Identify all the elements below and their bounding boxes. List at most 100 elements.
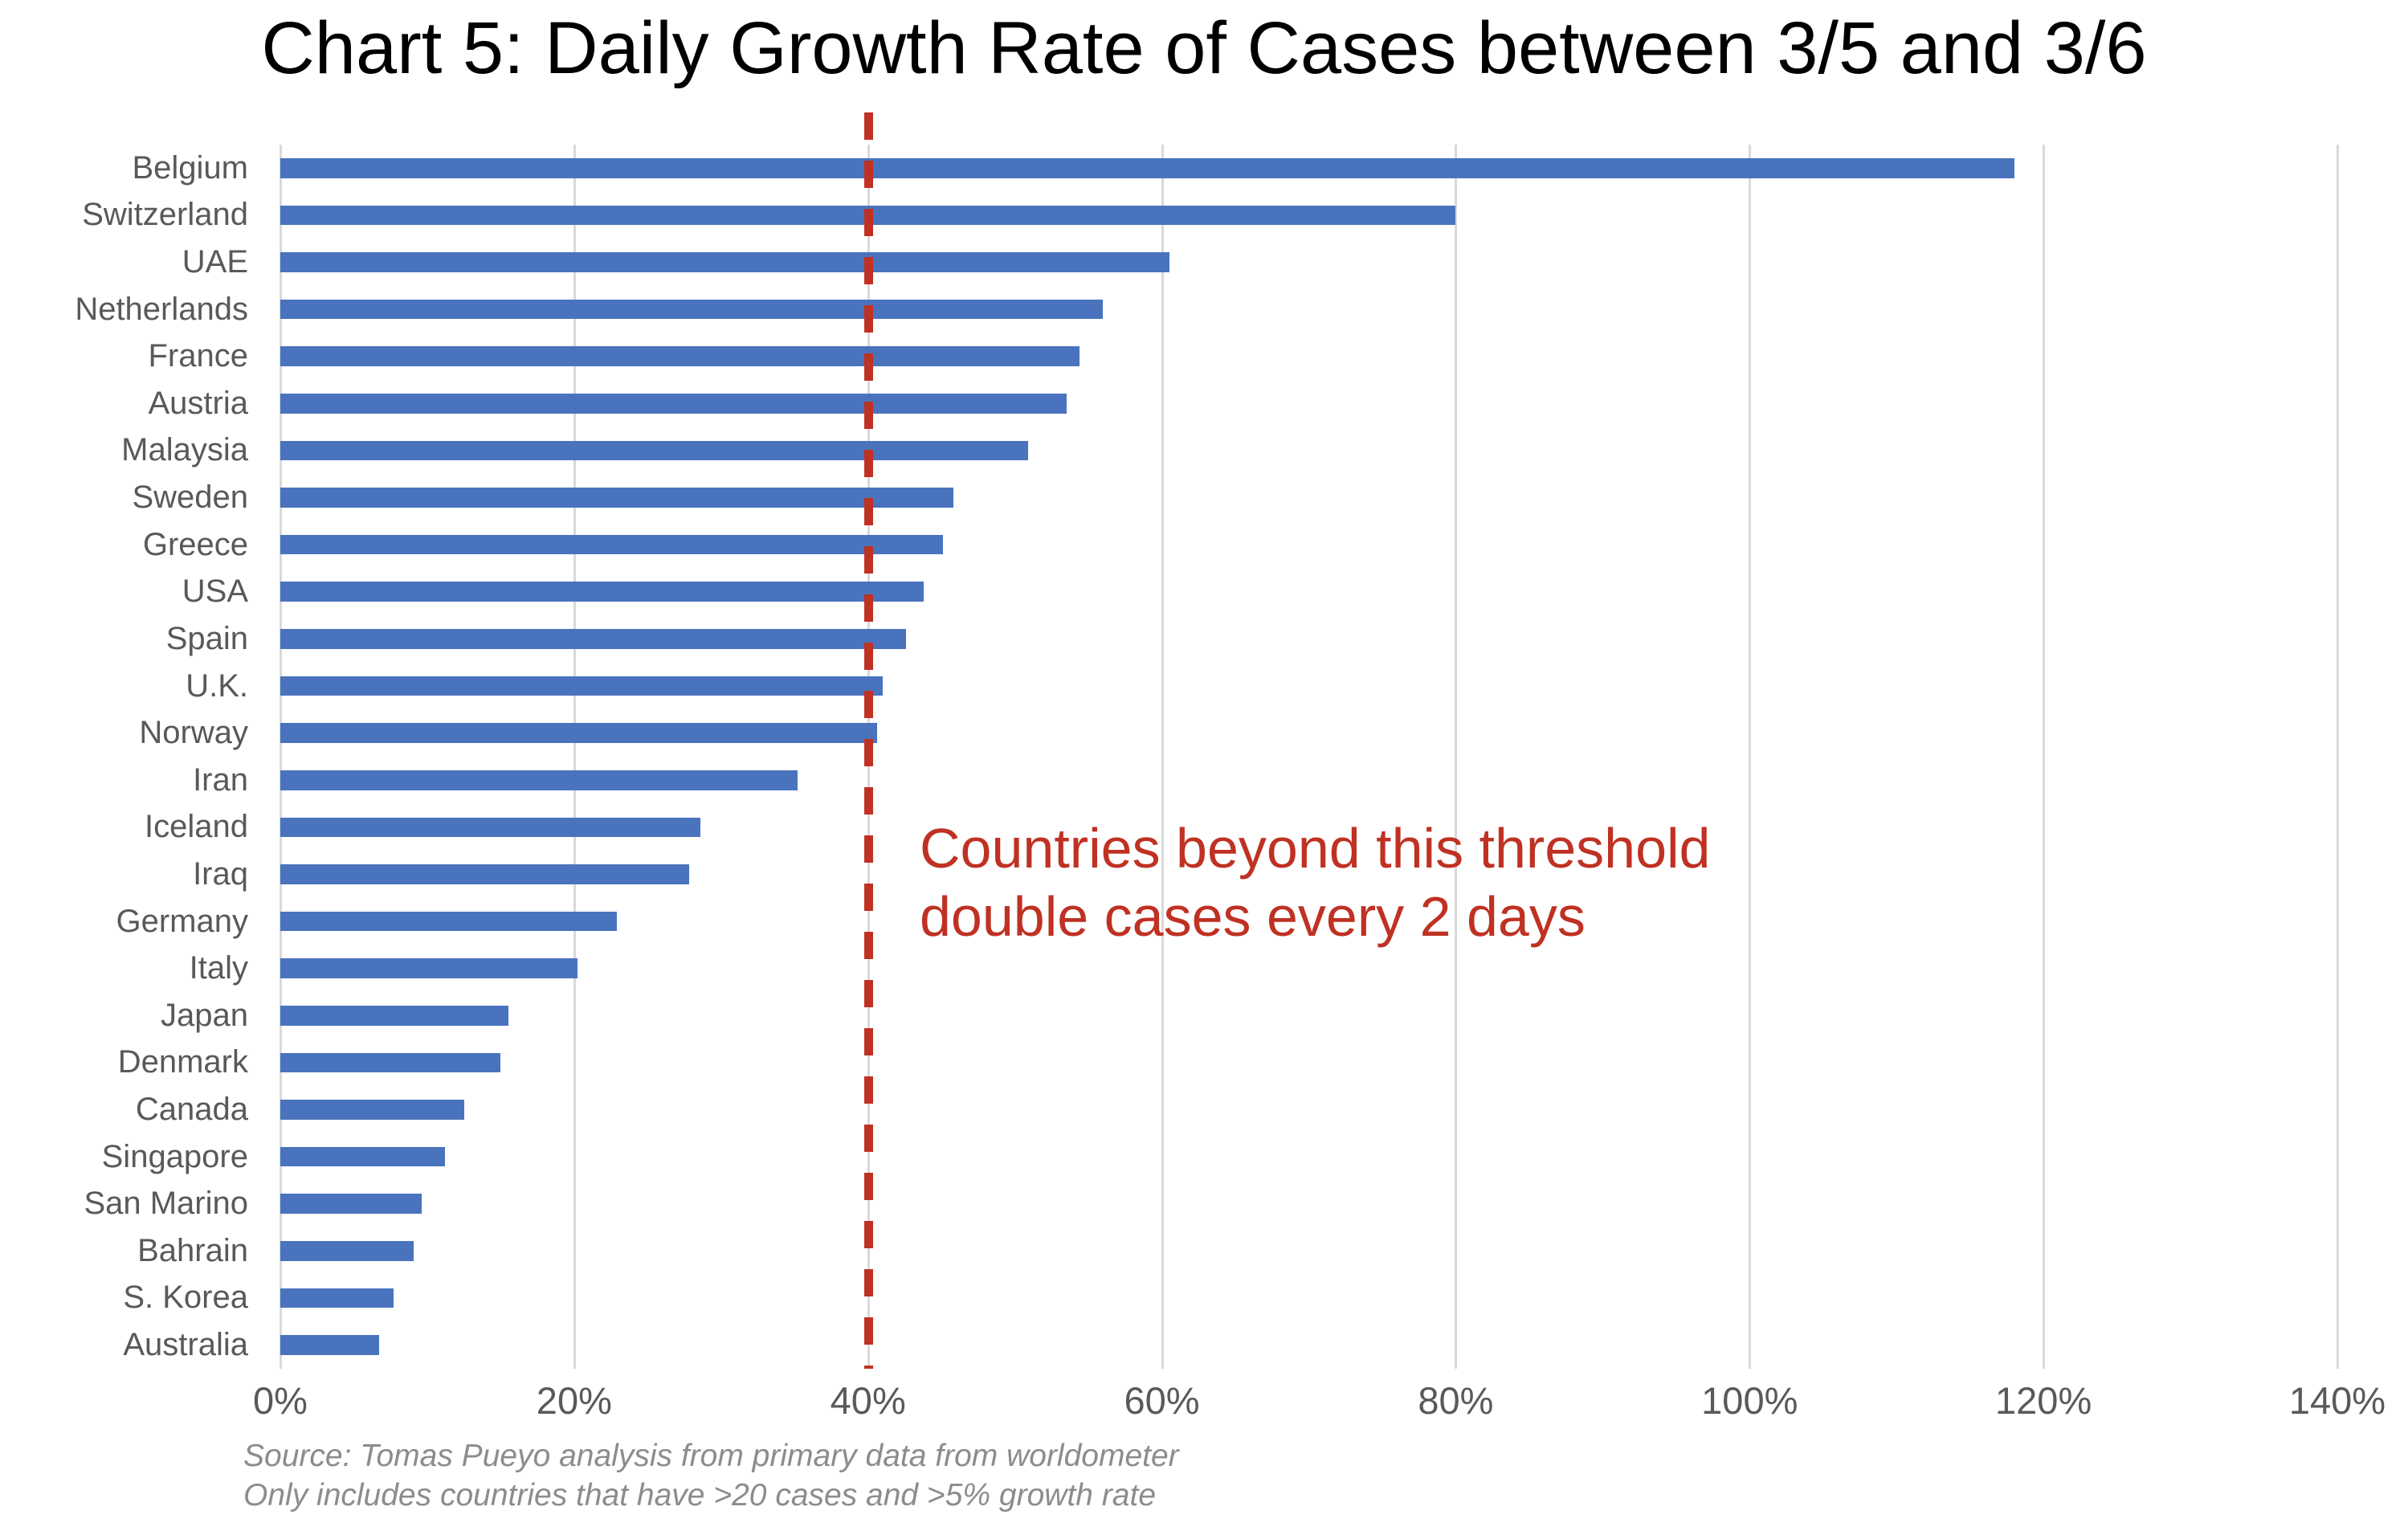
bar-row-Iran (280, 757, 2337, 804)
bar-Iceland (280, 817, 701, 838)
category-label-Bahrain: Bahrain (137, 1232, 248, 1268)
bar-Iraq (280, 864, 689, 884)
bar-S. Korea (280, 1288, 394, 1308)
threshold-annotation-line1: Countries beyond this threshold (920, 817, 1711, 880)
bar-Spain (280, 629, 907, 649)
bar-series (280, 145, 2337, 1369)
bar-row-Greece (280, 521, 2337, 569)
bar-row-Bahrain (280, 1227, 2337, 1275)
source-line1: Source: Tomas Pueyo analysis from primar… (243, 1439, 1179, 1473)
threshold-annotation-line2: double cases every 2 days (920, 885, 1586, 948)
bar-row-Canada (280, 1086, 2337, 1133)
source-note: Source: Tomas Pueyo analysis from primar… (243, 1436, 1179, 1515)
gridline-20 (573, 145, 576, 1369)
threshold-dashed-line (863, 112, 873, 1369)
bar-row-UAE (280, 239, 2337, 286)
gridline-60 (1161, 145, 1164, 1369)
bar-row-Netherlands (280, 286, 2337, 333)
category-label-UAE: UAE (182, 244, 248, 280)
source-line2: Only includes countries that have >20 ca… (243, 1478, 1157, 1513)
bar-row-S. Korea (280, 1275, 2337, 1322)
bar-row-USA (280, 568, 2337, 615)
category-label-Canada: Canada (135, 1091, 248, 1127)
category-label-U.K.: U.K. (186, 668, 248, 704)
threshold-annotation: Countries beyond this threshold double c… (920, 814, 1710, 951)
bar-row-Singapore (280, 1133, 2337, 1181)
bar-Germany (280, 911, 617, 932)
x-tick-label-20%: 20% (536, 1379, 612, 1422)
x-tick-label-80%: 80% (1418, 1379, 1494, 1422)
category-label-S. Korea: S. Korea (123, 1280, 248, 1316)
bar-row-Iraq (280, 851, 2337, 898)
category-label-Sweden: Sweden (132, 480, 248, 516)
category-label-Norway: Norway (139, 715, 248, 751)
category-label-USA: USA (182, 574, 248, 610)
category-label-Iran: Iran (193, 761, 248, 798)
category-label-Denmark: Denmark (117, 1044, 248, 1080)
bar-row-Malaysia (280, 427, 2337, 475)
bar-Australia (280, 1335, 379, 1355)
bar-Belgium (280, 158, 2014, 178)
bar-Iran (280, 770, 798, 790)
bar-Italy (280, 958, 578, 978)
category-label-Singapore: Singapore (101, 1138, 248, 1174)
bar-row-France (280, 333, 2337, 380)
category-label-Belgium: Belgium (132, 149, 248, 186)
bar-Netherlands (280, 299, 1104, 320)
bar-Canada (280, 1100, 464, 1120)
bar-row-Denmark (280, 1039, 2337, 1087)
category-label-Netherlands: Netherlands (75, 291, 248, 327)
bar-row-Japan (280, 992, 2337, 1039)
gridline-140 (2337, 145, 2339, 1369)
x-tick-label-40%: 40% (830, 1379, 906, 1422)
bar-row-Iceland (280, 804, 2337, 851)
category-label-Australia: Australia (123, 1327, 248, 1363)
category-label-Austria: Austria (148, 385, 249, 421)
category-label-Italy: Italy (189, 950, 248, 986)
category-label-San Marino: San Marino (84, 1186, 248, 1222)
bar-Greece (280, 534, 943, 555)
category-label-Japan: Japan (161, 997, 248, 1033)
bar-row-U.K. (280, 663, 2337, 710)
bar-Austria (280, 394, 1067, 414)
bar-row-Italy (280, 945, 2337, 992)
category-label-Iceland: Iceland (145, 809, 248, 845)
bar-row-Norway (280, 709, 2337, 757)
bar-row-Sweden (280, 474, 2337, 521)
chart-title: Chart 5: Daily Growth Rate of Cases betw… (261, 7, 2147, 89)
bar-Japan (280, 1005, 508, 1026)
x-tick-label-0%: 0% (253, 1379, 308, 1422)
category-label-France: France (148, 338, 249, 374)
bar-row-Australia (280, 1321, 2337, 1369)
x-axis: 0% 20% 40% 60% 80% 100% 120% 140% (253, 1378, 2386, 1427)
y-axis-line (280, 145, 282, 1369)
bar-row-Austria (280, 380, 2337, 427)
bar-Sweden (280, 488, 953, 508)
bar-Bahrain (280, 1241, 414, 1261)
bar-Malaysia (280, 440, 1029, 461)
category-label-Switzerland: Switzerland (82, 197, 248, 233)
x-tick-label-100%: 100% (1701, 1379, 1798, 1422)
bar-row-San Marino (280, 1180, 2337, 1227)
x-tick-label-60%: 60% (1124, 1379, 1200, 1422)
bar-San Marino (280, 1194, 422, 1215)
bar-row-Belgium (280, 145, 2337, 192)
bar-row-Switzerland (280, 192, 2337, 239)
bar-UAE (280, 252, 1169, 272)
category-label-Iraq: Iraq (193, 855, 248, 892)
category-label-Spain: Spain (165, 620, 248, 656)
plot-area (280, 145, 2339, 1369)
x-tick-label-120%: 120% (1995, 1379, 2092, 1422)
bar-USA (280, 582, 924, 602)
gridline-80 (1455, 145, 1458, 1369)
category-label-Greece: Greece (142, 526, 248, 562)
category-axis: Belgium Switzerland UAE Netherlands France Au… (0, 145, 248, 1369)
bar-Denmark (280, 1052, 501, 1073)
gridline-120 (2043, 145, 2046, 1369)
bar-row-Germany (280, 898, 2337, 945)
category-label-Malaysia: Malaysia (121, 432, 248, 468)
x-tick-label-140%: 140% (2288, 1379, 2386, 1422)
bar-row-Spain (280, 615, 2337, 663)
bar-U.K. (280, 676, 883, 696)
